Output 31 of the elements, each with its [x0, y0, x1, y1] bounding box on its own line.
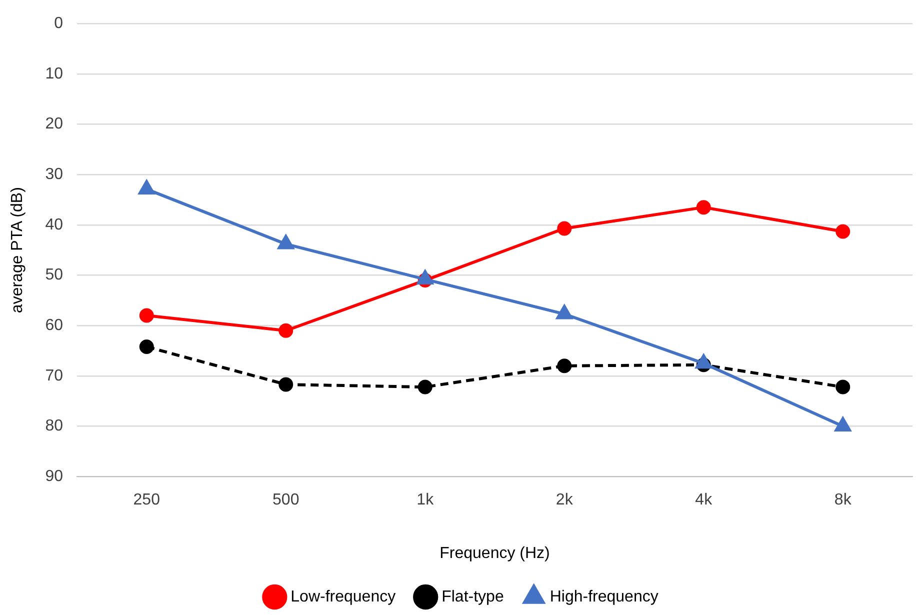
- x-axis-title: Frequency (Hz): [440, 544, 550, 562]
- point: [557, 358, 572, 374]
- y-tick-label: 0: [54, 15, 64, 32]
- y-tick-label: 60: [45, 317, 64, 334]
- point: [139, 308, 154, 323]
- y-tick-label: 70: [45, 367, 64, 384]
- point: [278, 323, 294, 338]
- legend-label: High-frequency: [550, 588, 658, 606]
- y-tick-label: 10: [45, 65, 64, 82]
- point: [836, 380, 850, 394]
- x-tick-label: 1k: [416, 492, 435, 509]
- point: [696, 200, 711, 215]
- x-tick-label: 4k: [695, 492, 714, 509]
- x-tick-label: 2k: [556, 492, 574, 509]
- y-tick-label: 30: [45, 166, 64, 184]
- y-tick-label: 40: [45, 216, 64, 234]
- legend-label: Flat-type: [442, 588, 504, 606]
- point: [278, 377, 294, 392]
- point: [557, 221, 572, 236]
- y-tick-label: 50: [45, 266, 64, 284]
- y-tick-label: 80: [45, 418, 64, 435]
- point: [418, 380, 432, 394]
- point: [139, 339, 154, 354]
- x-tick-label: 8k: [834, 492, 852, 509]
- point: [836, 224, 850, 239]
- x-tick-label: 500: [272, 492, 300, 509]
- y-axis-title: average PTA (dB): [9, 187, 26, 314]
- x-tick-label: 250: [133, 492, 160, 509]
- legend-label: Low-frequency: [290, 588, 396, 606]
- y-tick-label: 90: [45, 468, 64, 486]
- y-tick-label: 20: [45, 116, 64, 133]
